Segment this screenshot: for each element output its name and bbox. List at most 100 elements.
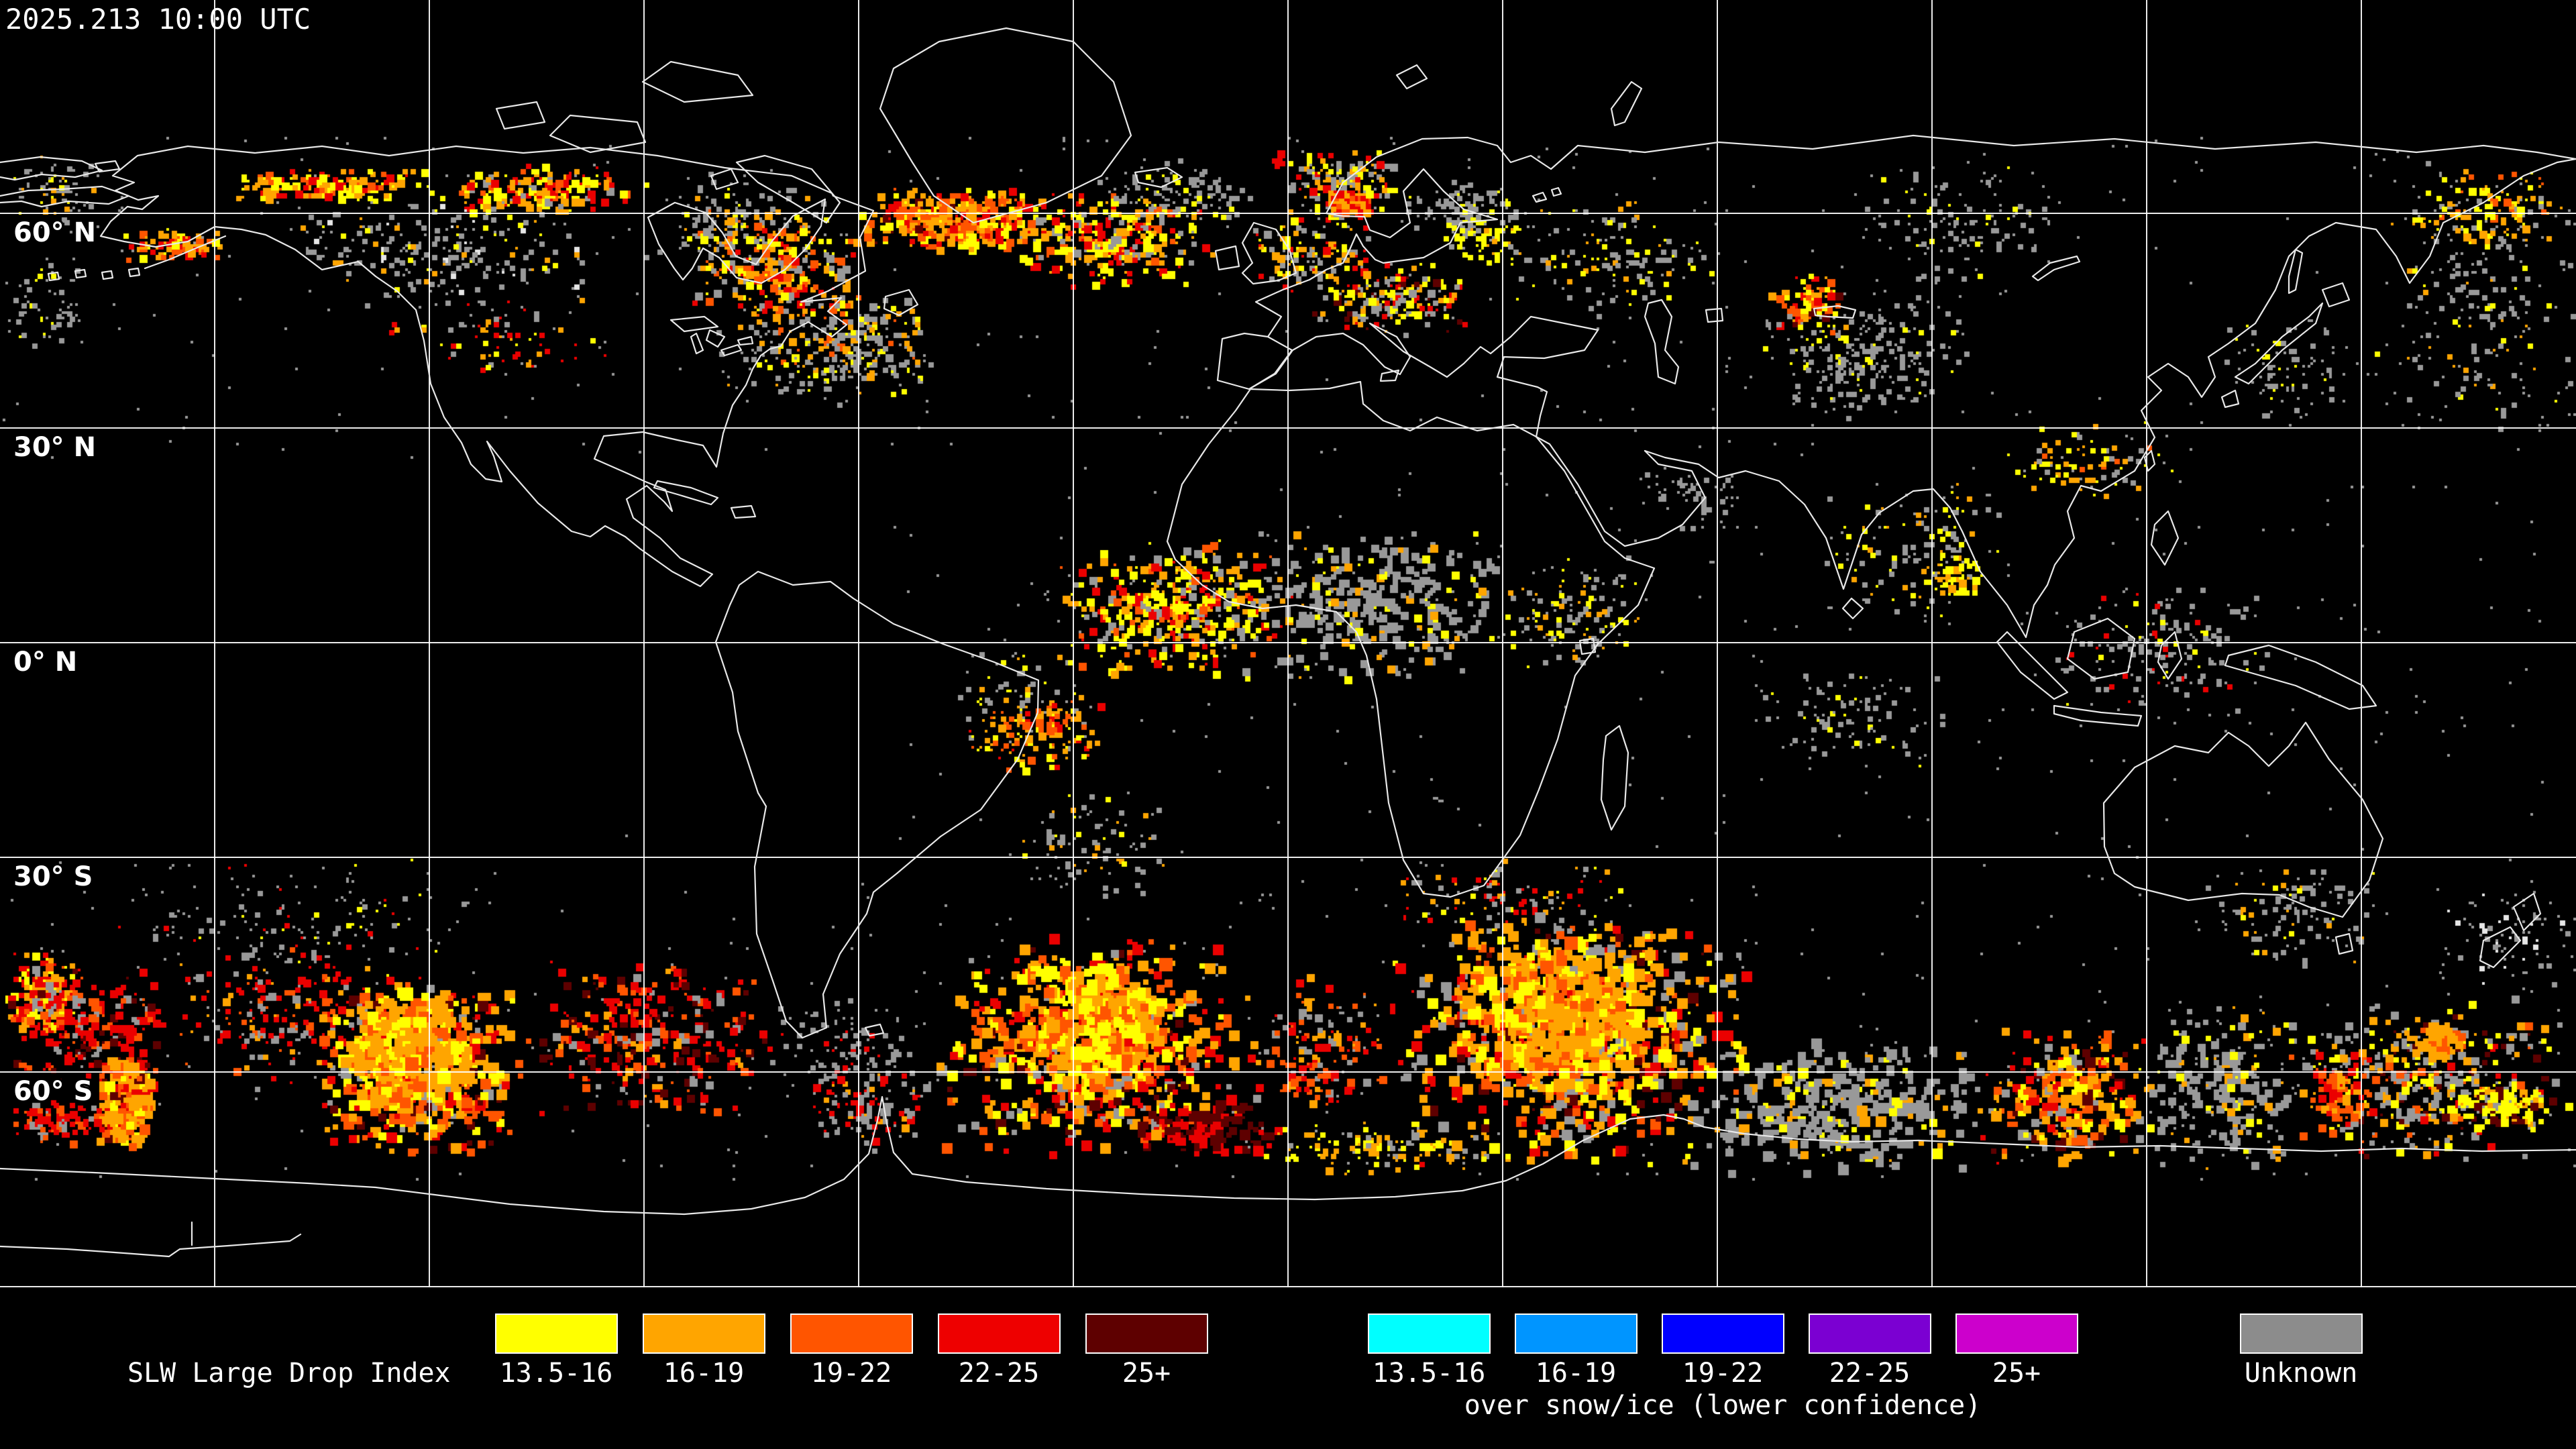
- coastline-path: [94, 160, 121, 173]
- coastline-path: [2512, 892, 2542, 932]
- coastline-path: [2157, 631, 2183, 680]
- coastline-path: [2066, 617, 2136, 680]
- snowice-range-13.5-16-swatch: [1368, 1313, 1491, 1354]
- latitude-label: 60° S: [13, 1076, 93, 1107]
- coastline-path: [1134, 166, 1183, 189]
- coastline-path: [1578, 637, 1597, 655]
- coastline-path: [1248, 315, 1599, 438]
- coastline-path: [0, 156, 103, 181]
- coastline-path: [879, 27, 1132, 224]
- coastline-path: [549, 114, 647, 154]
- coastline-path: [74, 268, 87, 279]
- coastline-path: [1532, 191, 1548, 203]
- coastline-path: [101, 270, 114, 280]
- coastline-path: [144, 235, 227, 270]
- coastline-path: [99, 145, 875, 588]
- ldi-range-16-19-swatch: [643, 1313, 765, 1354]
- legend-bar: SLW Large Drop Index over snow/ice (lowe…: [0, 1288, 2576, 1449]
- latitude-label: 30° N: [13, 432, 96, 463]
- coastline-path: [1535, 435, 1707, 547]
- coastline-path: [1996, 631, 2069, 700]
- coastline-path: [1550, 186, 1562, 197]
- coastline-path: [1395, 64, 1428, 90]
- coastline-path: [735, 154, 841, 224]
- coastline-path: [495, 101, 546, 130]
- coastline-path: [653, 480, 719, 506]
- coastline-path: [1254, 134, 2576, 338]
- coastline-path: [2224, 644, 2377, 710]
- coastline-path: [883, 288, 919, 317]
- coastline-path: [1705, 307, 1724, 323]
- coastline-path: [1379, 369, 1400, 382]
- coastline-path: [1610, 80, 1643, 127]
- coastline-path: [730, 504, 757, 519]
- coastline-path: [641, 60, 754, 103]
- ldi-range-19-22-swatch: [790, 1313, 913, 1354]
- coastline-path: [720, 343, 743, 357]
- legend-title: SLW Large Drop Index: [127, 1358, 451, 1389]
- timestamp: 2025.213 10:00 UTC: [5, 3, 311, 36]
- coastline-path: [1813, 305, 1857, 319]
- coastline-path: [647, 198, 826, 284]
- latitude-label: 60° N: [13, 217, 96, 248]
- unknown-swatch: [2240, 1313, 2363, 1354]
- ldi-range-22-25-swatch: [938, 1313, 1061, 1354]
- snowice-range-16-19-swatch: [1515, 1313, 1638, 1354]
- coastline-path: [2143, 449, 2156, 472]
- ldi-range-19-22-label: 19-22: [810, 1358, 892, 1389]
- coastline-path: [0, 185, 130, 208]
- coastline-path: [714, 570, 1040, 1039]
- ldi-range-22-25-label: 22-25: [958, 1358, 1040, 1389]
- coastline-path: [2234, 302, 2324, 385]
- graticule: [0, 0, 2576, 1287]
- coastline-path: [127, 267, 141, 278]
- ldi-range-13.5-16-label: 13.5-16: [499, 1358, 613, 1389]
- coastline-path: [0, 1095, 2576, 1216]
- coastline-path: [669, 315, 719, 333]
- coastline-path: [864, 1023, 885, 1037]
- ldi-range-16-19-label: 16-19: [663, 1358, 745, 1389]
- coastline-path: [2220, 389, 2240, 409]
- coastline-path: [705, 329, 726, 348]
- latitude-labels: 60° N 30° N 0° N 30° S 60° S: [11, 215, 98, 1109]
- coastline-path: [2288, 248, 2304, 294]
- ldi-range-13.5-16-swatch: [495, 1313, 618, 1354]
- snowice-range-16-19-label: 16-19: [1535, 1358, 1617, 1389]
- coastline-path: [1841, 597, 1864, 620]
- ldi-range-25+-swatch: [1085, 1313, 1208, 1354]
- coastline-path: [1644, 299, 1680, 385]
- snowice-range-22-25-swatch: [1809, 1313, 1931, 1354]
- coastlines: [0, 27, 2576, 1258]
- coastline-path: [2479, 926, 2522, 969]
- snowice-range-19-22-swatch: [1662, 1313, 1784, 1354]
- map-overlay: 60° N 30° N 0° N 30° S 60° S: [0, 0, 2576, 1287]
- latitude-label: 0° N: [13, 647, 77, 678]
- coastline-path: [690, 332, 704, 355]
- snowice-range-25+-label: 25+: [1992, 1358, 2041, 1389]
- coastline-path: [2150, 510, 2180, 566]
- coastline-path: [2102, 721, 2384, 918]
- snowice-range-19-22-label: 19-22: [1682, 1358, 1764, 1389]
- snowice-range-25+-swatch: [1955, 1313, 2078, 1354]
- coastline-path: [710, 168, 739, 191]
- coastline-path: [737, 335, 754, 346]
- coastline-path: [1241, 221, 1297, 285]
- latitude-label: 30° S: [13, 861, 93, 892]
- coastline-path: [1644, 158, 2576, 639]
- unknown-label: Unknown: [2244, 1358, 2358, 1389]
- ldi-range-25+-label: 25+: [1122, 1358, 1171, 1389]
- snowice-range-22-25-label: 22-25: [1829, 1358, 1911, 1389]
- coastline-path: [2321, 282, 2351, 308]
- coastline-path: [2053, 704, 2143, 727]
- coastline-path: [2334, 932, 2354, 955]
- snowice-range-13.5-16-label: 13.5-16: [1372, 1358, 1486, 1389]
- coastline-path: [0, 1233, 302, 1258]
- coastline-path: [1216, 332, 1293, 390]
- coastline-path: [1166, 380, 1656, 898]
- coastline-path: [1600, 724, 1629, 831]
- coastline-path: [2031, 255, 2081, 282]
- coastline-path: [1214, 245, 1240, 271]
- coastline-path: [47, 271, 60, 282]
- snow-ice-note: over snow/ice (lower confidence): [1464, 1390, 1982, 1421]
